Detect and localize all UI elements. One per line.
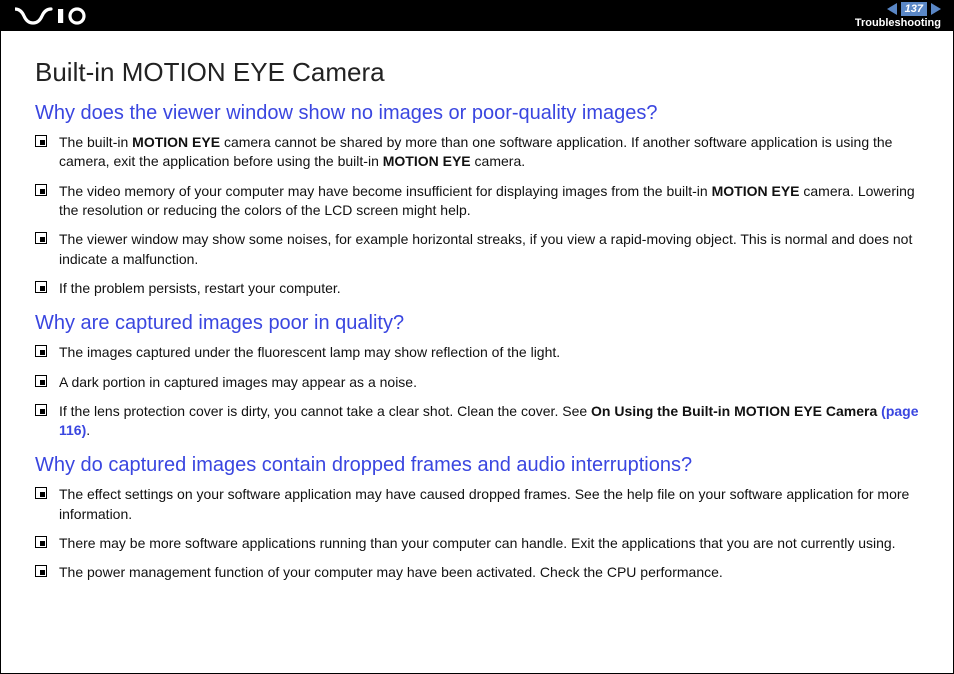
page-number: 137: [901, 2, 927, 16]
bullet-glyph-icon: [35, 404, 47, 416]
bullet-glyph-icon: [35, 565, 47, 577]
list-item-text: The power management function of your co…: [59, 563, 919, 582]
list-item-text: There may be more software applications …: [59, 534, 919, 553]
list-item: The effect settings on your software app…: [35, 485, 919, 524]
bullet-list: The built-in MOTION EYE camera cannot be…: [35, 133, 919, 298]
list-item: A dark portion in captured images may ap…: [35, 373, 919, 392]
list-item: The images captured under the fluorescen…: [35, 343, 919, 362]
list-item-text: The images captured under the fluorescen…: [59, 343, 919, 362]
bullet-list: The images captured under the fluorescen…: [35, 343, 919, 440]
question-heading: Why do captured images contain dropped f…: [35, 454, 919, 477]
list-item: The power management function of your co…: [35, 563, 919, 582]
bullet-glyph-icon: [35, 232, 47, 244]
list-item: If the lens protection cover is dirty, y…: [35, 402, 919, 441]
bullet-glyph-icon: [35, 536, 47, 548]
list-item-text: The viewer window may show some noises, …: [59, 230, 919, 269]
vaio-logo-icon: [15, 7, 101, 25]
document-page: 137 Troubleshooting Built-in MOTION EYE …: [0, 0, 954, 674]
list-item: The video memory of your computer may ha…: [35, 182, 919, 221]
vaio-logo: [15, 7, 101, 25]
list-item: The viewer window may show some noises, …: [35, 230, 919, 269]
header-bar: 137 Troubleshooting: [1, 1, 953, 31]
list-item: The built-in MOTION EYE camera cannot be…: [35, 133, 919, 172]
bullet-list: The effect settings on your software app…: [35, 485, 919, 582]
list-item-text: A dark portion in captured images may ap…: [59, 373, 919, 392]
list-item-text: The built-in MOTION EYE camera cannot be…: [59, 133, 919, 172]
bullet-glyph-icon: [35, 281, 47, 293]
list-item-text: If the problem persists, restart your co…: [59, 279, 919, 298]
list-item: If the problem persists, restart your co…: [35, 279, 919, 298]
bullet-glyph-icon: [35, 135, 47, 147]
list-item-text: The effect settings on your software app…: [59, 485, 919, 524]
prev-page-arrow-icon[interactable]: [887, 3, 897, 15]
bullet-glyph-icon: [35, 345, 47, 357]
bullet-glyph-icon: [35, 184, 47, 196]
page-number-text: 137: [905, 3, 923, 15]
bullet-glyph-icon: [35, 487, 47, 499]
list-item-text: If the lens protection cover is dirty, y…: [59, 402, 919, 441]
section-label: Troubleshooting: [855, 17, 941, 29]
question-heading: Why are captured images poor in quality?: [35, 312, 919, 335]
content-area: Built-in MOTION EYE Camera Why does the …: [1, 31, 953, 583]
page-title: Built-in MOTION EYE Camera: [35, 57, 919, 88]
list-item: There may be more software applications …: [35, 534, 919, 553]
list-item-text: The video memory of your computer may ha…: [59, 182, 919, 221]
question-heading: Why does the viewer window show no image…: [35, 102, 919, 125]
bullet-glyph-icon: [35, 375, 47, 387]
pager: 137 Troubleshooting: [855, 2, 941, 29]
next-page-arrow-icon[interactable]: [931, 3, 941, 15]
